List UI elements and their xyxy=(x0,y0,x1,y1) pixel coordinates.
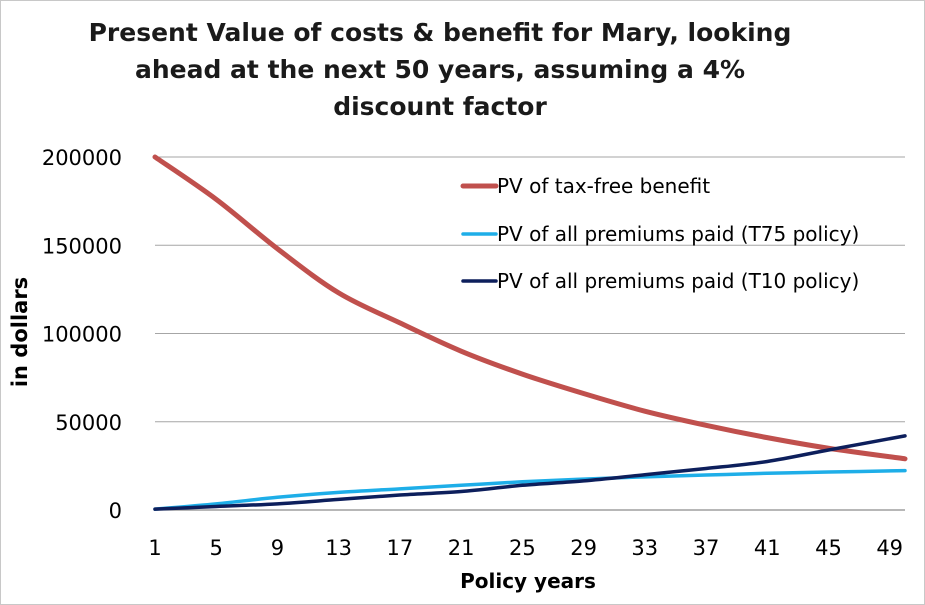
y-tick-label: 50000 xyxy=(55,411,122,435)
legend: PV of tax-free benefit PV of all premiums… xyxy=(460,174,859,293)
x-tick-label: 37 xyxy=(693,536,720,560)
chart-title: Present Value of costs & benefit for Mar… xyxy=(88,18,792,121)
x-tick-label: 29 xyxy=(570,536,597,560)
y-tick-labels: 0 50000 100000 150000 200000 xyxy=(42,146,122,523)
x-tick-label: 21 xyxy=(448,536,475,560)
x-tick-label: 17 xyxy=(387,536,414,560)
y-axis-label: in dollars xyxy=(8,277,32,387)
y-tick-label: 0 xyxy=(109,499,122,523)
x-tick-label: 5 xyxy=(210,536,223,560)
legend-label: PV of tax-free benefit xyxy=(497,174,710,198)
x-tick-label: 33 xyxy=(631,536,658,560)
gridlines xyxy=(155,156,905,423)
series-line xyxy=(152,154,908,462)
x-tick-label: 49 xyxy=(876,536,903,560)
series-line xyxy=(153,434,907,511)
x-axis-label: Policy years xyxy=(460,569,596,593)
x-tick-label: 41 xyxy=(754,536,781,560)
series-line xyxy=(153,468,907,511)
x-tick-label: 45 xyxy=(815,536,842,560)
series-lines xyxy=(152,154,908,511)
x-tick-label: 25 xyxy=(509,536,536,560)
y-tick-label: 150000 xyxy=(42,234,122,258)
x-tick-label: 1 xyxy=(148,536,161,560)
x-tick-label: 9 xyxy=(271,536,284,560)
y-tick-label: 100000 xyxy=(42,323,122,347)
x-tick-labels: 1 5 9 13 17 21 25 29 33 37 41 45 49 xyxy=(148,536,903,560)
legend-label: PV of all premiums paid (T75 policy) xyxy=(497,222,859,246)
x-tick-label: 13 xyxy=(325,536,352,560)
legend-label: PV of all premiums paid (T10 policy) xyxy=(497,269,859,293)
y-tick-label: 200000 xyxy=(42,146,122,170)
